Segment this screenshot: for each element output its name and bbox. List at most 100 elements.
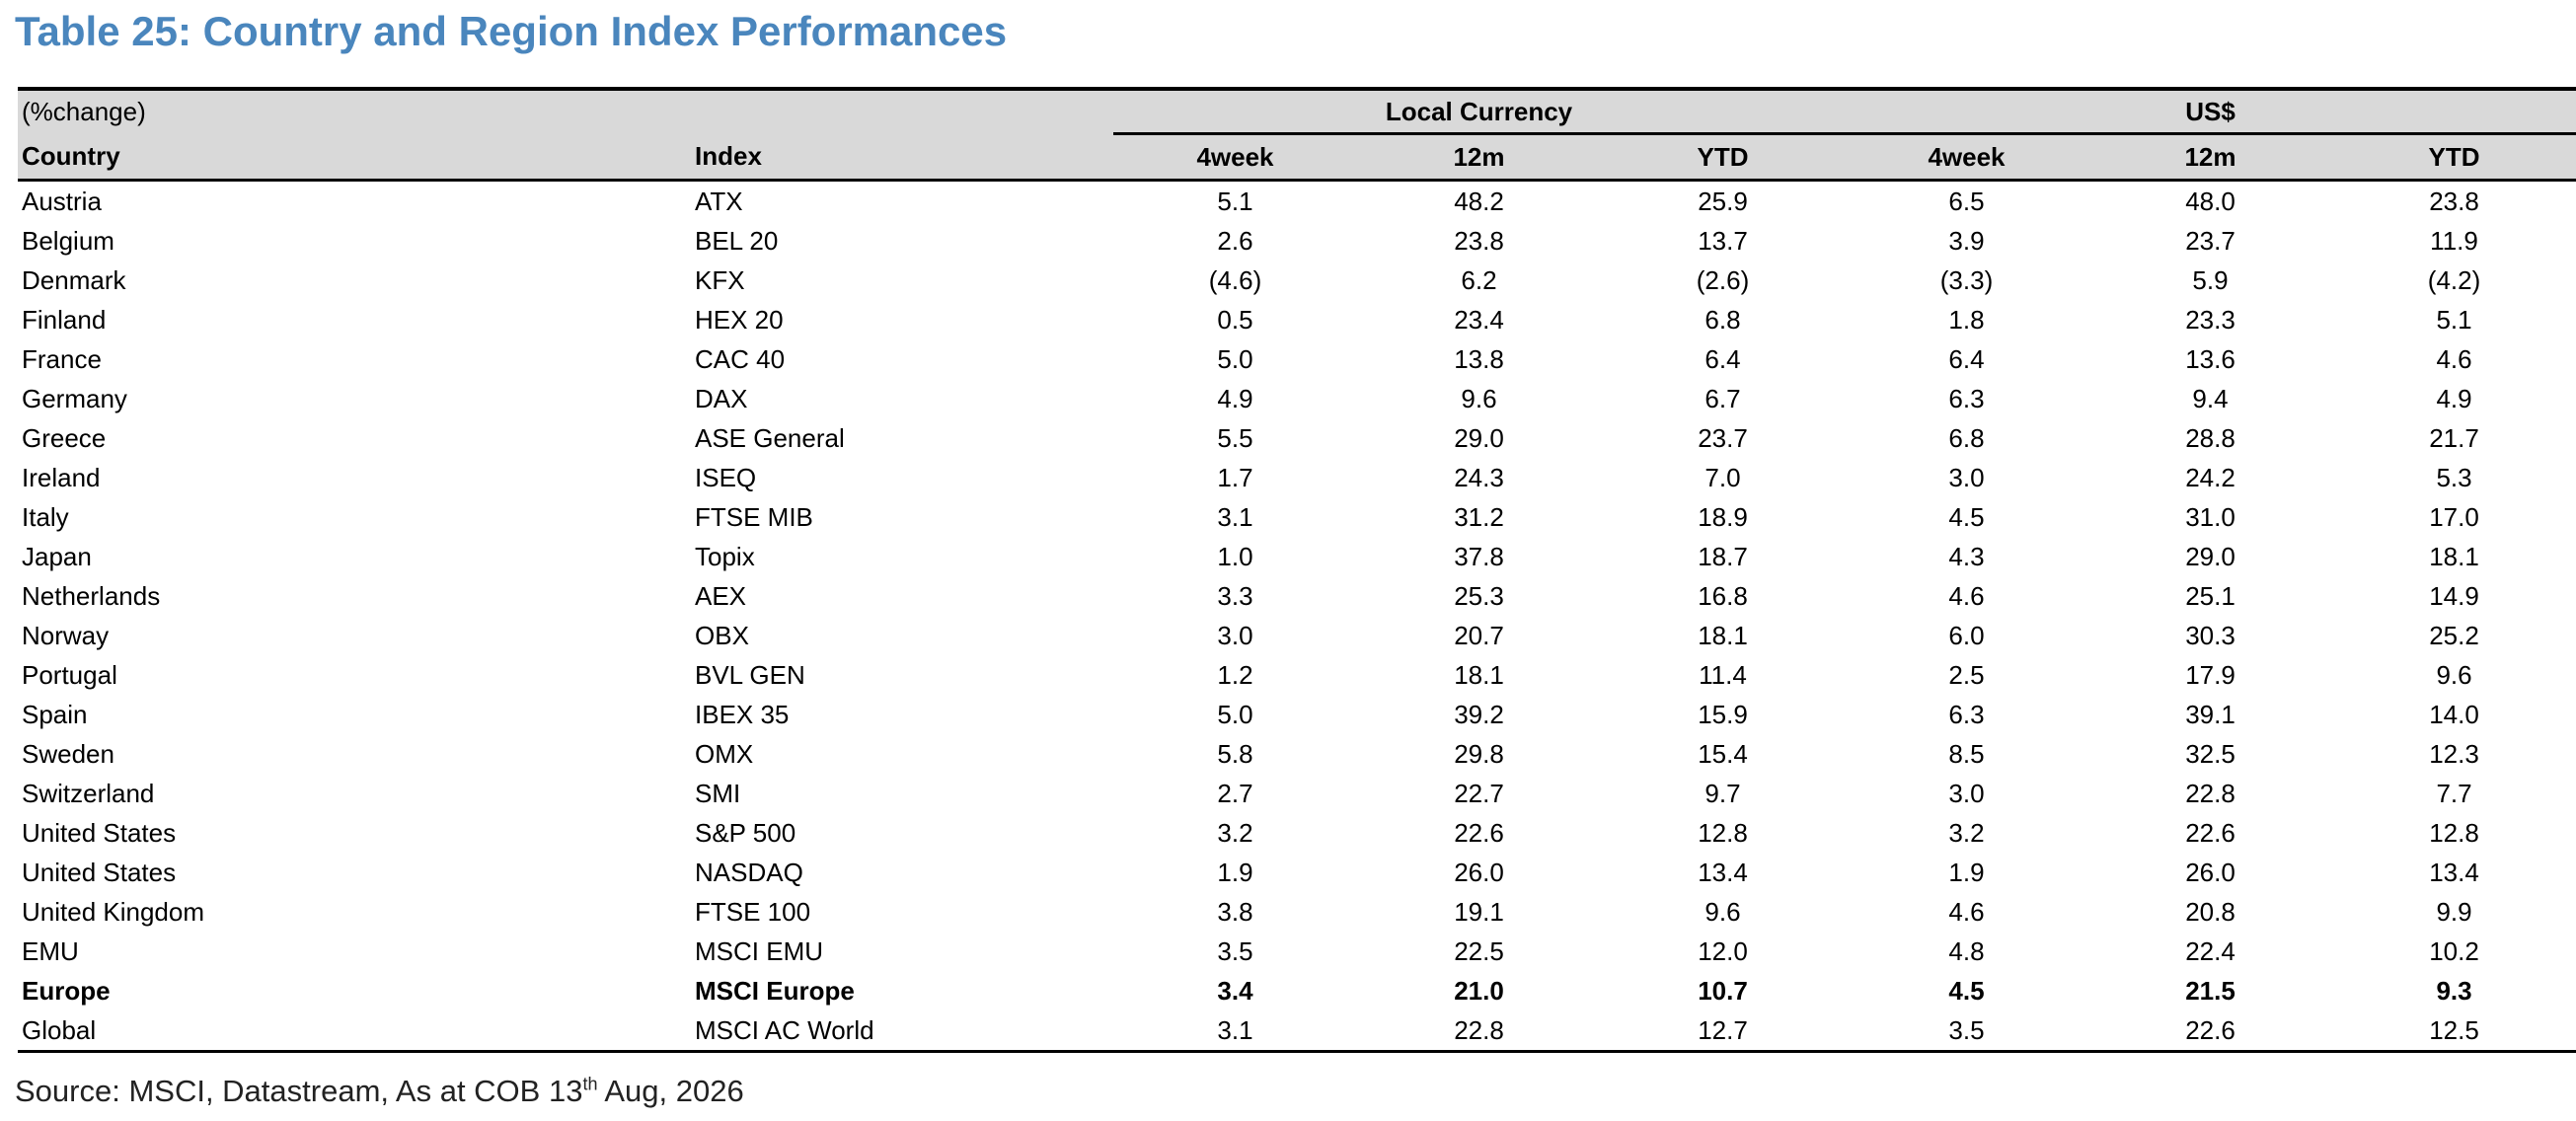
cell-local-12m: 25.3 xyxy=(1454,580,1504,611)
cell-country: Norway xyxy=(22,620,110,650)
cell-usd-ytd: 12.8 xyxy=(2429,817,2479,848)
cell-country: Switzerland xyxy=(22,778,155,808)
cell-index: BEL 20 xyxy=(695,225,779,256)
table-row: Austria ATX 5.1 48.2 25.9 6.5 48.0 23.8 xyxy=(18,181,2576,222)
cell-usd-4week: 3.0 xyxy=(1948,462,1985,492)
col-header-country: Country xyxy=(18,133,691,182)
cell-local-ytd: 12.7 xyxy=(1601,1010,1845,1053)
cell-usd-4week: 1.8 xyxy=(1948,304,1985,335)
cell-index: CAC 40 xyxy=(695,343,786,374)
cell-index: FTSE MIB xyxy=(695,501,813,532)
cell-usd-12m: 22.4 xyxy=(2185,935,2235,966)
group-usd: US$ xyxy=(1845,87,2576,135)
cell-local-ytd: (2.6) xyxy=(1696,264,1750,295)
cell-usd-12m: 23.3 xyxy=(2185,304,2235,335)
cell-usd-12m: 28.8 xyxy=(2185,422,2235,453)
table-body: Austria ATX 5.1 48.2 25.9 6.5 48.0 23.8 Belgium B… xyxy=(18,181,2576,1053)
cell-country: United States xyxy=(22,857,177,887)
cell-local-ytd: 11.4 xyxy=(1699,659,1747,690)
cell-local-ytd: 6.4 xyxy=(1705,343,1741,374)
table-row: Norway OBX 3.0 20.7 18.1 6.0 30.3 25.2 xyxy=(18,616,2576,655)
source-prefix: Source: MSCI, Datastream, As at COB 13 xyxy=(15,1074,583,1108)
col-header-local-12m: 12m xyxy=(1357,133,1601,182)
cell-local-4week: 5.1 xyxy=(1217,186,1253,216)
cell-local-4week: 3.1 xyxy=(1217,501,1253,532)
cell-local-ytd: 15.9 xyxy=(1698,699,1748,729)
cell-usd-ytd: 9.3 xyxy=(2436,975,2472,1006)
header-row-columns: Country Index 4week 12m YTD 4week 12m YT… xyxy=(18,133,2576,182)
cell-local-4week: 5.8 xyxy=(1217,738,1253,769)
cell-index: HEX 20 xyxy=(695,304,784,335)
cell-local-12m: 26.0 xyxy=(1454,857,1504,887)
cell-local-4week: (4.6) xyxy=(1208,264,1262,295)
cell-country: France xyxy=(22,343,102,374)
group-local-currency: Local Currency xyxy=(1113,87,1845,135)
header-spacer xyxy=(691,87,1113,134)
cell-local-ytd: 18.1 xyxy=(1698,620,1748,650)
cell-local-12m: 9.6 xyxy=(1461,383,1497,413)
table-row: Finland HEX 20 0.5 23.4 6.8 1.8 23.3 5.1 xyxy=(18,300,2576,339)
cell-local-4week: 1.9 xyxy=(1217,857,1253,887)
cell-index: OBX xyxy=(695,620,749,650)
cell-index: Topix xyxy=(695,541,755,571)
cell-usd-12m: 17.9 xyxy=(2185,659,2235,690)
cell-index: MSCI EMU xyxy=(695,935,823,966)
cell-local-ytd: 23.7 xyxy=(1698,422,1748,453)
header-row-groups: (%change) Local Currency US$ xyxy=(18,87,2576,135)
source-suffix: Aug, 2026 xyxy=(597,1074,744,1108)
cell-local-4week: 3.0 xyxy=(1217,620,1253,650)
cell-country: Europe xyxy=(22,975,111,1006)
cell-country: Greece xyxy=(22,422,107,453)
cell-local-4week: 3.5 xyxy=(1217,935,1253,966)
cell-index: MSCI AC World xyxy=(691,1010,1113,1053)
table-row: Greece ASE General 5.5 29.0 23.7 6.8 28.8 21.7 xyxy=(18,418,2576,458)
cell-usd-4week: 3.5 xyxy=(1845,1010,2088,1053)
cell-local-ytd: 13.7 xyxy=(1698,225,1748,256)
cell-usd-ytd: (4.2) xyxy=(2427,264,2481,295)
cell-local-4week: 2.6 xyxy=(1217,225,1253,256)
cell-local-ytd: 9.6 xyxy=(1705,896,1741,927)
cell-usd-ytd: 9.6 xyxy=(2436,659,2472,690)
cell-usd-4week: 3.0 xyxy=(1948,778,1985,808)
cell-index: FTSE 100 xyxy=(695,896,811,927)
table-row: United States NASDAQ 1.9 26.0 13.4 1.9 26.0 13.… xyxy=(18,853,2576,892)
table-row: Netherlands AEX 3.3 25.3 16.8 4.6 25.1 14.9 xyxy=(18,576,2576,616)
cell-usd-ytd: 23.8 xyxy=(2429,186,2479,216)
cell-local-ytd: 18.9 xyxy=(1698,501,1748,532)
cell-local-ytd: 9.7 xyxy=(1705,778,1741,808)
col-header-index: Index xyxy=(691,133,1113,182)
cell-usd-12m: 9.4 xyxy=(2192,383,2229,413)
cell-usd-4week: 1.9 xyxy=(1948,857,1985,887)
cell-local-ytd: 12.8 xyxy=(1698,817,1748,848)
cell-usd-12m: 22.6 xyxy=(2088,1010,2332,1053)
cell-usd-12m: 23.7 xyxy=(2185,225,2235,256)
cell-usd-12m: 25.1 xyxy=(2185,580,2235,611)
cell-usd-4week: 3.2 xyxy=(1948,817,1985,848)
table-row: EMU MSCI EMU 3.5 22.5 12.0 4.8 22.4 10.2 xyxy=(18,932,2576,971)
table-row: Global MSCI AC World 3.1 22.8 12.7 3.5 22.6 12.… xyxy=(18,1010,2576,1053)
cell-usd-12m: 48.0 xyxy=(2185,186,2235,216)
col-header-usd-12m: 12m xyxy=(2088,133,2332,182)
table-row: United States S&P 500 3.2 22.6 12.8 3.2 22.6 12… xyxy=(18,813,2576,853)
cell-index: ISEQ xyxy=(695,462,757,492)
table-row: Switzerland SMI 2.7 22.7 9.7 3.0 22.8 7.7 xyxy=(18,774,2576,813)
cell-local-4week: 5.0 xyxy=(1217,343,1253,374)
table-container: (%change) Local Currency US$ Country Ind… xyxy=(18,87,2576,1053)
cell-local-12m: 23.4 xyxy=(1454,304,1504,335)
cell-local-12m: 19.1 xyxy=(1454,896,1504,927)
col-header-local-4week: 4week xyxy=(1113,133,1357,182)
cell-local-12m: 21.0 xyxy=(1454,975,1504,1006)
cell-usd-4week: 4.3 xyxy=(1948,541,1985,571)
cell-local-12m: 24.3 xyxy=(1454,462,1504,492)
cell-usd-4week: 2.5 xyxy=(1948,659,1985,690)
cell-local-ytd: 18.7 xyxy=(1698,541,1748,571)
cell-country: Italy xyxy=(22,501,69,532)
cell-local-12m: 22.5 xyxy=(1454,935,1504,966)
cell-usd-12m: 20.8 xyxy=(2185,896,2235,927)
cell-country: Portugal xyxy=(22,659,117,690)
table-title: Table 25: Country and Region Index Perfo… xyxy=(15,8,1008,54)
cell-country: Japan xyxy=(22,541,92,571)
cell-usd-4week: (3.3) xyxy=(1939,264,1994,295)
cell-usd-ytd: 14.9 xyxy=(2429,580,2479,611)
cell-usd-12m: 39.1 xyxy=(2185,699,2235,729)
